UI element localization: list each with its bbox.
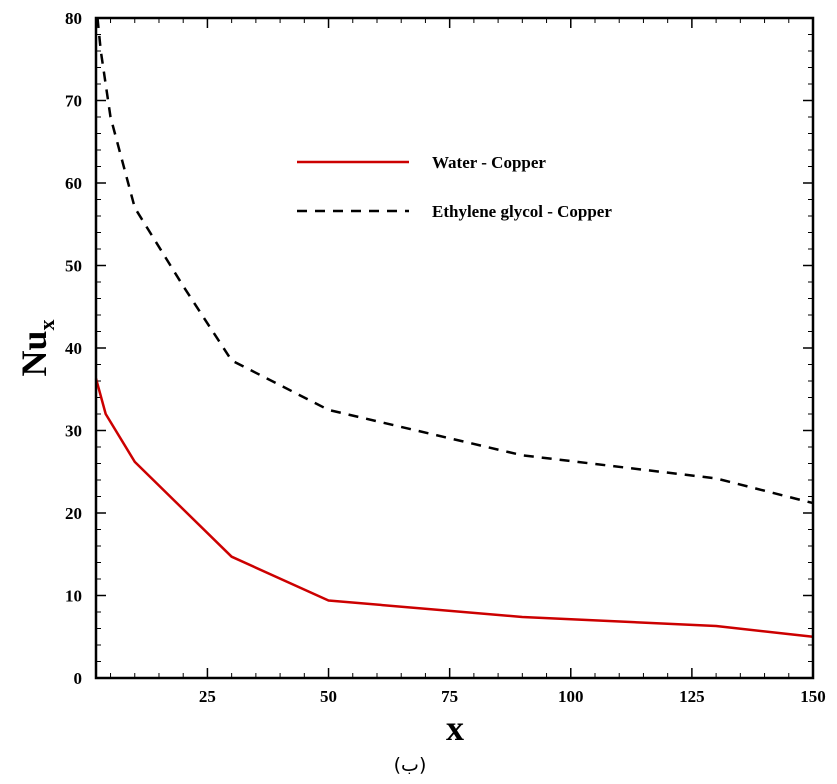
y-tick-label: 60: [65, 174, 82, 193]
svg-text:Nux: Nux: [14, 319, 59, 376]
y-axis-title: Nux: [14, 319, 59, 376]
plot-frame: [94, 16, 815, 680]
x-tick-label: 125: [679, 687, 705, 706]
legend-label-ethylene-glycol-copper: Ethylene glycol - Copper: [432, 202, 612, 221]
figure-caption: (ب): [394, 754, 427, 776]
y-axis-title-subscript: x: [34, 319, 59, 330]
y-tick-label: 50: [65, 257, 82, 276]
x-axis-title: x: [446, 708, 464, 748]
minor-ticks: [96, 18, 813, 678]
y-tick-label: 20: [65, 504, 82, 523]
y-tick-label: 10: [65, 587, 82, 606]
major-ticks: [96, 17, 814, 679]
series-line-ethylene-glycol-copper: [96, 17, 814, 505]
y-tick-label: 40: [65, 339, 82, 358]
series-layer: [94, 17, 814, 639]
y-tick-label: 30: [65, 422, 82, 441]
x-tick-label: 25: [199, 687, 216, 706]
x-tick-label: 50: [320, 687, 337, 706]
x-tick-label: 100: [558, 687, 584, 706]
series-line-water-copper: [94, 378, 814, 639]
tick-labels: 25 50 75 100 125 150 0 10 20 30 40 50 60 70 80: [65, 9, 826, 706]
x-tick-label: 150: [800, 687, 826, 706]
y-tick-label: 80: [65, 9, 82, 28]
x-tick-label: 75: [441, 687, 458, 706]
y-tick-label: 70: [65, 92, 82, 111]
legend: Water - Copper Ethylene glycol - Copper: [297, 153, 612, 221]
y-tick-label: 0: [74, 669, 83, 688]
legend-label-water-copper: Water - Copper: [432, 153, 546, 172]
y-axis-title-main: Nu: [14, 330, 54, 376]
